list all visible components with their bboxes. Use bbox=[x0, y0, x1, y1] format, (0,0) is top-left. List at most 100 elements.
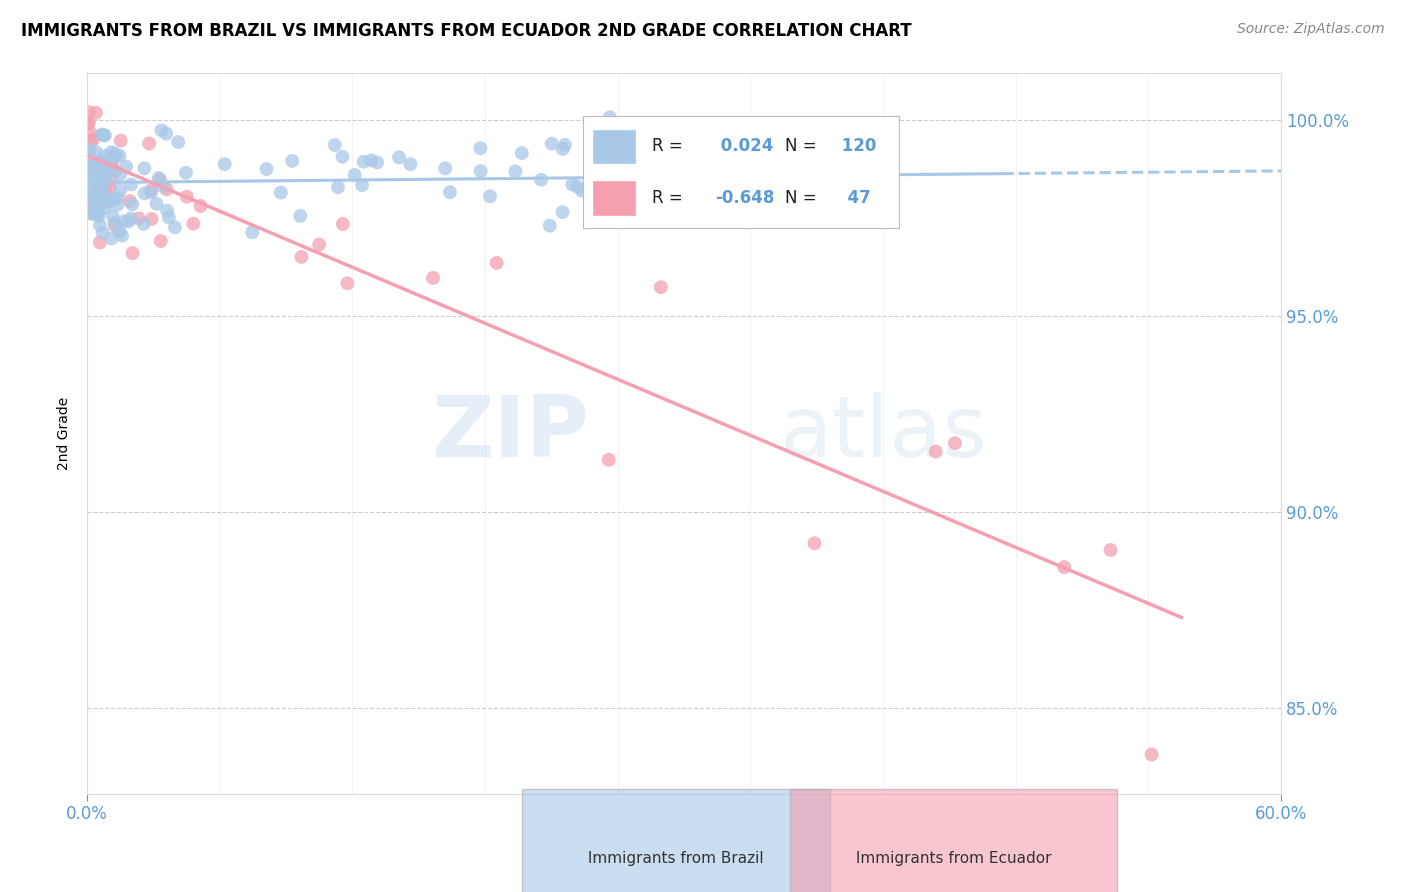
Point bbox=[90, 190, 112, 204]
Point bbox=[108, 149, 131, 163]
Point bbox=[79, 194, 101, 208]
Point bbox=[134, 161, 156, 176]
Point bbox=[94, 149, 117, 163]
Text: IMMIGRANTS FROM BRAZIL VS IMMIGRANTS FROM ECUADOR 2ND GRADE CORRELATION CHART: IMMIGRANTS FROM BRAZIL VS IMMIGRANTS FRO… bbox=[21, 22, 911, 40]
Point bbox=[336, 277, 359, 291]
Point bbox=[111, 228, 134, 243]
Point bbox=[470, 141, 492, 155]
Point bbox=[150, 123, 173, 137]
Point bbox=[121, 246, 143, 260]
Point bbox=[281, 153, 304, 168]
Point bbox=[103, 192, 125, 206]
Text: atlas: atlas bbox=[779, 392, 987, 475]
Point bbox=[77, 158, 100, 172]
Text: Source: ZipAtlas.com: Source: ZipAtlas.com bbox=[1237, 22, 1385, 37]
Point bbox=[530, 172, 553, 186]
Point bbox=[139, 186, 162, 200]
Point bbox=[90, 128, 112, 142]
Text: Immigrants from Ecuador: Immigrants from Ecuador bbox=[851, 851, 1056, 865]
Point bbox=[343, 168, 366, 182]
Point bbox=[388, 150, 411, 164]
Point bbox=[308, 237, 330, 252]
Point bbox=[80, 205, 103, 219]
Point bbox=[91, 170, 114, 185]
Point bbox=[141, 212, 163, 227]
Point bbox=[561, 178, 583, 192]
Point bbox=[82, 194, 104, 208]
Point bbox=[599, 110, 621, 124]
Point bbox=[110, 167, 132, 181]
Point bbox=[434, 161, 457, 176]
Point bbox=[101, 210, 124, 224]
Point bbox=[479, 189, 502, 203]
Point bbox=[97, 194, 120, 209]
Point bbox=[94, 195, 117, 210]
Point bbox=[567, 179, 589, 194]
Point bbox=[332, 217, 354, 231]
Point bbox=[1053, 560, 1076, 574]
Point bbox=[120, 211, 142, 226]
Point bbox=[90, 162, 112, 177]
Point bbox=[105, 148, 128, 162]
Point bbox=[89, 180, 111, 194]
Point bbox=[89, 183, 111, 197]
Point bbox=[128, 211, 150, 226]
Point bbox=[82, 178, 104, 192]
Point bbox=[326, 180, 349, 194]
Point bbox=[149, 173, 172, 187]
Point bbox=[76, 154, 98, 169]
Point bbox=[80, 127, 103, 141]
Point bbox=[77, 170, 100, 185]
Point bbox=[87, 189, 110, 203]
Point bbox=[214, 157, 236, 171]
Point bbox=[571, 184, 593, 198]
Point bbox=[606, 159, 628, 173]
Point bbox=[174, 166, 197, 180]
Point bbox=[399, 157, 422, 171]
Text: Immigrants from Brazil: Immigrants from Brazil bbox=[583, 851, 769, 865]
Point bbox=[925, 444, 948, 458]
Point bbox=[94, 128, 117, 143]
Point bbox=[84, 105, 107, 120]
Point bbox=[422, 271, 444, 285]
Point bbox=[118, 194, 141, 208]
Point bbox=[270, 186, 292, 200]
Point bbox=[94, 201, 117, 215]
Point bbox=[91, 169, 114, 184]
Point bbox=[155, 127, 177, 141]
Point bbox=[551, 142, 574, 156]
Point bbox=[163, 220, 186, 235]
Point bbox=[84, 165, 107, 179]
Point bbox=[87, 209, 110, 223]
Point bbox=[323, 138, 346, 153]
Point bbox=[650, 280, 672, 294]
Point bbox=[94, 184, 117, 198]
Y-axis label: 2nd Grade: 2nd Grade bbox=[58, 397, 72, 470]
Point bbox=[101, 159, 124, 173]
Point bbox=[94, 153, 117, 168]
Point bbox=[98, 180, 121, 194]
Point bbox=[100, 172, 122, 186]
Point bbox=[598, 452, 620, 467]
Point bbox=[89, 218, 111, 232]
Point bbox=[107, 191, 129, 205]
Point bbox=[98, 158, 121, 172]
Point bbox=[157, 211, 180, 225]
Point bbox=[80, 206, 103, 220]
Point bbox=[290, 209, 312, 223]
Point bbox=[107, 198, 129, 212]
Point bbox=[352, 178, 374, 193]
Point bbox=[1099, 543, 1122, 558]
Point bbox=[87, 173, 110, 187]
Point bbox=[112, 214, 135, 228]
Point bbox=[240, 225, 263, 239]
Point bbox=[83, 161, 105, 176]
Point bbox=[503, 164, 526, 178]
Point bbox=[91, 179, 114, 194]
Point bbox=[256, 162, 278, 177]
Point bbox=[138, 136, 160, 151]
Point bbox=[77, 105, 100, 120]
Point bbox=[104, 219, 127, 233]
Point bbox=[84, 175, 107, 189]
Point bbox=[132, 217, 155, 231]
